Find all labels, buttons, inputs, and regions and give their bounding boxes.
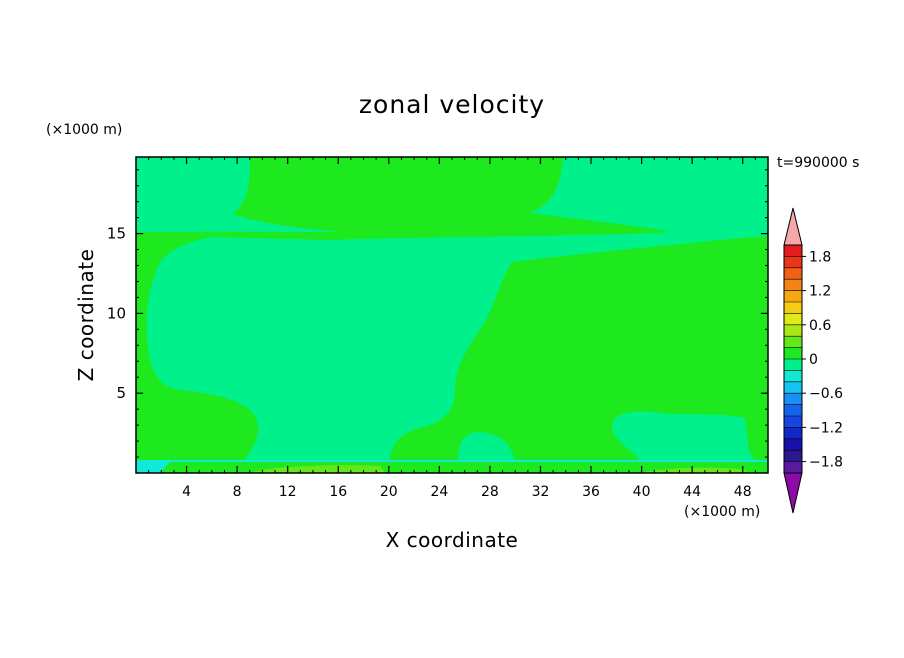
x-tick-label: 36 [582,484,600,500]
y-tick-label: 15 [107,225,126,243]
colorbar-swatch [784,461,802,473]
colorbar-label: 1.8 [809,249,831,265]
colorbar-swatch [784,279,802,291]
colorbar-swatch [784,336,802,348]
colorbar: 1.8 1.2 0.6 0 −0.6 −1.2 −1.8 [783,207,843,514]
y-unit-label: (×1000 m) [46,122,122,138]
colorbar-swatch [784,393,802,405]
x-tick-label: 20 [380,484,398,500]
x-tick-label: 32 [532,484,550,500]
colorbar-swatch [784,267,802,280]
x-tick-label: 16 [329,484,347,500]
x-unit-label: (×1000 m) [684,504,760,520]
colorbar-swatch [784,245,802,257]
y-tick-label: 10 [107,304,126,322]
x-tick-label: 44 [683,484,701,500]
colorbar-swatch [784,370,802,382]
colorbar-swatch [784,359,802,371]
x-tick-label: 12 [279,484,297,500]
chart-title: zonal velocity [359,90,545,119]
colorbar-swatch [784,324,802,337]
x-tick-label: 24 [430,484,448,500]
x-tick-label: 28 [481,484,499,500]
colorbar-label: 1.2 [809,284,831,300]
field-region-left [136,237,259,460]
colorbar-swatch [784,450,802,462]
colorbar-swatch [784,256,802,268]
colorbar-swatch [784,438,802,451]
colorbar-under-triangle [783,472,803,514]
field-region-upper [136,157,670,240]
colorbar-swatch [784,302,802,314]
x-tick-label: 48 [734,484,752,500]
x-axis: 4 8 12 16 20 24 28 32 36 40 44 48 [148,157,756,500]
colorbar-label: −1.8 [809,455,843,471]
colorbar-label: −1.2 [809,420,843,436]
colorbar-swatch [784,290,802,302]
colorbar-swatch [784,347,802,359]
x-tick-label: 8 [233,484,242,500]
y-axis: 5 10 15 [107,169,768,458]
colorbar-swatch [784,381,802,394]
colorbar-label: 0.6 [809,318,831,334]
field-region-right [390,236,768,460]
colorbar-label: 0 [809,352,818,368]
time-label: t=990000 s [777,155,859,171]
colorbar-swatch [784,427,802,439]
x-tick-label: 40 [633,484,651,500]
colorbar-swatch [784,404,802,416]
colorbar-swatch [784,313,802,325]
y-axis-label: Z coordinate [74,249,98,382]
x-axis-label: X coordinate [386,528,519,552]
plot-area [135,156,769,474]
y-tick-label: 5 [116,384,126,402]
colorbar-label: −0.6 [809,386,843,402]
colorbar-over-triangle [783,207,803,246]
x-tick-label: 4 [182,484,191,500]
colorbar-swatch [784,416,802,428]
